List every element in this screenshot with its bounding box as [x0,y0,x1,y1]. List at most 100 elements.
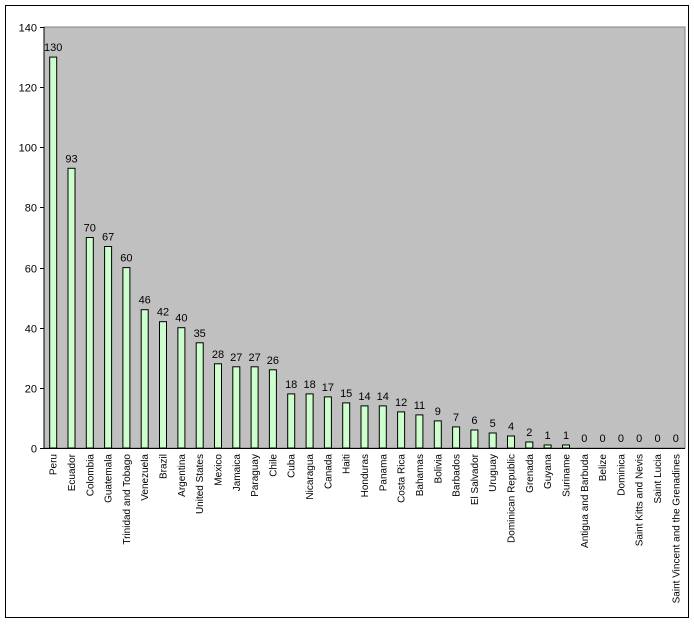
data-label: 9 [435,406,441,418]
data-label: 7 [453,412,459,424]
y-tick-label: 80 [25,203,37,215]
x-tick-label: Saint Kitts and Nevis [635,454,646,546]
y-tick-label: 40 [25,324,37,336]
plot-area [43,26,686,449]
x-tick-label: Suriname [562,454,573,497]
bar [305,393,314,449]
x-tick-label: Antigua and Barbuda [580,454,591,548]
data-label: 93 [65,153,77,165]
data-label: 15 [340,388,352,400]
x-tick-label: Argentina [177,454,188,497]
data-label: 14 [377,391,389,403]
y-tick-label: 20 [25,384,37,396]
bar [49,56,58,449]
data-label: 27 [248,352,260,364]
y-axis: 0 20 40 60 80 100 120 140 [19,23,45,456]
bar [104,246,113,449]
x-tick-label: Guyana [543,454,554,489]
x-tick-label: Venezuela [140,454,151,501]
bar [415,414,424,449]
data-label: 27 [230,352,242,364]
data-label: 46 [139,295,151,307]
x-tick-label: Canada [323,454,334,489]
data-label: 18 [285,379,297,391]
y-tick-label: 100 [19,143,37,155]
x-tick-label: Mexico [214,454,225,486]
x-tick-label: Bolivia [433,454,444,484]
data-label: 0 [654,433,660,445]
data-label: 5 [490,418,496,430]
bar [122,267,131,449]
data-label: 130 [44,42,62,54]
bar [562,444,570,449]
x-tick-label: United States [195,454,206,514]
x-tick-label: Panama [378,454,389,492]
bar [287,393,296,449]
x-tick-label: El Salvador [470,453,481,505]
bar [525,441,534,449]
x-tick-label: Cuba [287,454,298,478]
data-label: 2 [526,427,532,439]
y-tick-label: 60 [25,264,37,276]
bar [177,327,186,449]
bar [250,366,259,449]
x-tick-label: Paraguay [250,454,261,497]
data-label: 0 [618,433,624,445]
x-tick-label: Ecuador [67,453,78,491]
x-tick-label: Saint Lucia [653,454,664,504]
data-label: 28 [212,349,224,361]
x-tick-label: Nicaragua [305,454,316,500]
data-label: 17 [322,382,334,394]
data-label: 0 [581,433,587,445]
data-label: 12 [395,397,407,409]
data-label: 6 [471,415,477,427]
bar [433,420,442,449]
x-tick-label: Grenada [525,454,536,493]
x-tick-label: Barbados [452,454,463,497]
bar [159,321,167,449]
data-label: 0 [600,433,606,445]
bar [195,342,204,449]
x-tick-label: Haiti [342,454,353,474]
data-label: 26 [267,355,279,367]
data-label: 1 [563,430,569,442]
bar [342,402,351,449]
x-tick-label: Colombia [85,454,96,497]
bar [470,429,479,449]
bar [507,435,515,449]
data-label: 60 [120,253,132,265]
y-tick-label: 140 [19,23,37,35]
x-tick-label: Peru [49,454,60,475]
x-tick-label: Belize [598,454,609,482]
x-axis: Peru Ecuador Colombia Guatemala Trinidad and… [44,448,685,603]
x-tick-label: Chile [268,454,279,477]
x-tick-label: Dominican Republic [507,454,518,543]
bar [360,405,369,449]
data-label: 42 [157,307,169,319]
x-tick-label: Guatemala [104,454,115,503]
x-tick-label: Uruguay [488,454,499,492]
bar [397,411,406,449]
x-tick-label: Costa Rica [397,454,408,503]
x-tick-label: Dominica [616,454,627,496]
bar [67,167,76,449]
x-tick-label: Bahamas [415,454,426,496]
data-label: 18 [303,379,315,391]
data-label: 1 [545,430,551,442]
bar [268,369,277,449]
data-label: 0 [673,433,679,445]
x-tick-label: Brazil [159,454,170,479]
bar [543,444,552,449]
data-label: 0 [636,433,642,445]
bar [214,363,222,449]
data-label: 40 [175,313,187,325]
data-label: 70 [84,223,96,235]
bar [452,426,461,449]
bar [232,366,241,449]
bar [488,432,497,449]
x-tick-label: Honduras [360,454,371,497]
data-label: 35 [194,328,206,340]
